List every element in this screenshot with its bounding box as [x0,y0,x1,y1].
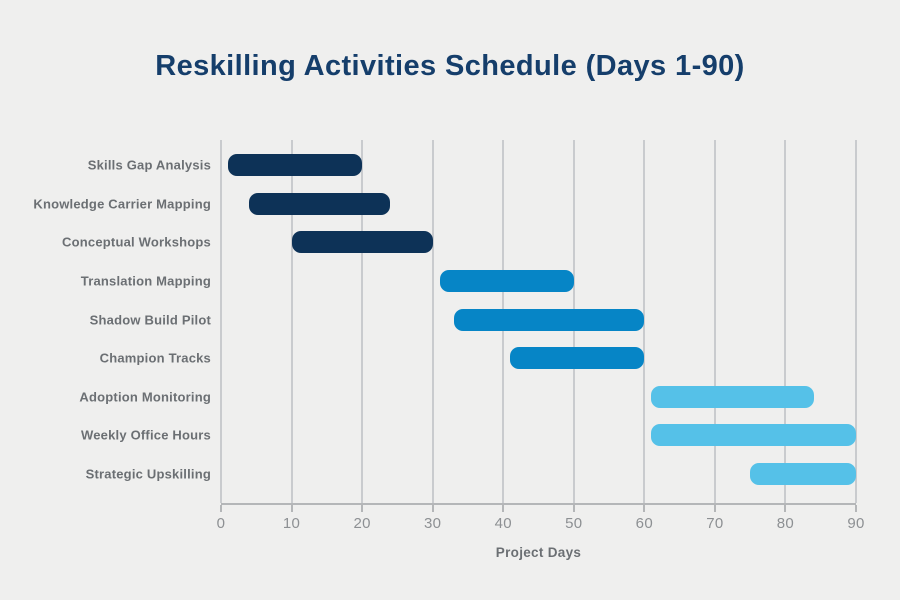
x-tick-label: 60 [635,515,653,532]
task-row: Translation Mapping [81,262,856,301]
task-rows: Skills Gap Analysis Knowledge Carrier Map… [33,146,856,494]
gridline [361,140,364,503]
x-tick-label: 30 [424,515,442,532]
task-bar [651,385,814,408]
x-tick-mark [290,505,293,512]
x-tick-mark [855,505,857,512]
task-label: Shadow Build Pilot [89,312,211,328]
task-row: Weekly Office Hours [81,416,856,455]
task-label: Champion Tracks [99,350,211,366]
task-bar [291,231,433,254]
x-tick-label: 0 [216,515,226,532]
x-tick-mark [572,505,575,512]
task-row: Skills Gap Analysis [88,146,856,185]
chart-title: Reskilling Activities Schedule (Days 1-9… [155,50,745,82]
task-bar [510,347,645,370]
task-label: Translation Mapping [80,273,211,289]
task-label: Skills Gap Analysis [87,157,211,173]
x-tick-label: 50 [565,515,583,532]
gridline [431,140,434,503]
x-tick-mark [361,505,364,512]
task-label: Weekly Office Hours [81,427,211,443]
gridline [643,140,646,503]
task-bar [249,192,391,215]
x-tick-label: 90 [847,515,865,532]
task-bar [750,462,856,485]
gridline [290,140,293,503]
x-tick-mark [431,505,434,512]
task-label: Strategic Upskilling [85,466,211,482]
x-tick-mark [784,505,787,512]
task-row: Champion Tracks [100,339,856,378]
x-tick-label: 80 [776,515,795,532]
gridline [713,140,716,503]
task-bar [453,308,645,331]
x-tick-label: 10 [282,515,301,532]
task-row: Shadow Build Pilot [90,300,856,339]
task-label: Knowledge Carrier Mapping [33,196,211,212]
x-axis: 0 10 20 30 40 50 60 70 80 90 [217,505,864,537]
x-tick-mark [643,505,646,512]
x-tick-mark [713,505,716,512]
task-bar [651,424,856,447]
task-row: Knowledge Carrier Mapping [33,185,856,224]
x-tick-label: 70 [706,515,724,532]
task-row: Strategic Upskilling [86,455,856,494]
x-tick-mark [220,505,222,512]
plot-area: Skills Gap Analysis Knowledge Carrier Map… [33,140,857,505]
x-axis-title: Project Days [495,545,582,560]
task-row: Adoption Monitoring [79,377,856,416]
x-tick-label: 20 [353,515,371,532]
x-tick-mark [502,505,505,512]
task-label: Conceptual Workshops [62,234,211,250]
task-row: Conceptual Workshops [62,223,856,262]
gridline [855,140,857,503]
task-bar [439,269,574,292]
task-bar [228,154,363,177]
gridline [784,140,787,503]
gridline [220,140,222,503]
x-tick-label: 40 [494,515,512,532]
task-label: Adoption Monitoring [79,389,211,405]
